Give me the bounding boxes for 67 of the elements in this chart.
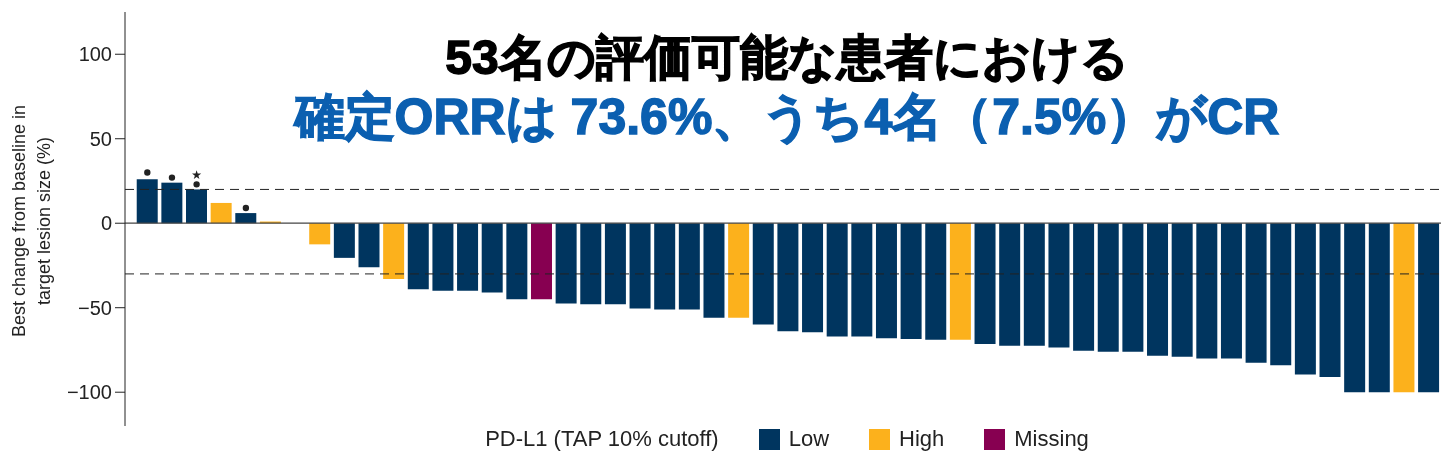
- y-tick-label: 0: [100, 212, 112, 235]
- bar: [1368, 223, 1390, 393]
- point: [168, 174, 176, 181]
- point: [144, 169, 151, 176]
- bar: [1393, 223, 1415, 393]
- bar: [1344, 223, 1366, 393]
- bar: [136, 179, 158, 224]
- bar: [432, 223, 454, 291]
- bar: [1294, 223, 1316, 375]
- y-tick-label: 100: [78, 43, 112, 66]
- bar: [875, 223, 897, 339]
- legend-title: PD-L1 (TAP 10% cutoff): [485, 426, 719, 451]
- y-tick-label: −100: [66, 381, 112, 404]
- bar: [457, 223, 479, 291]
- y-axis-title: Best change from baseline in target lesion size (%): [9, 104, 55, 338]
- point: [193, 181, 200, 188]
- legend-label: Low: [788, 426, 830, 451]
- bar: [358, 223, 380, 268]
- bar: [1023, 223, 1045, 346]
- bar: [728, 223, 750, 318]
- bar: [1147, 223, 1169, 356]
- bar: [210, 202, 232, 224]
- bar: [949, 223, 971, 340]
- bar: [1245, 223, 1267, 363]
- bar: [1319, 223, 1341, 377]
- bar: [481, 223, 503, 293]
- chart-title: 53名の評価可能な患者における: [444, 30, 1130, 86]
- bar: [678, 223, 700, 310]
- bar: [186, 189, 208, 224]
- bar: [900, 223, 922, 339]
- bar: [974, 223, 996, 345]
- text: 確定ORRは 73.6%、うち4名（7.5%）がCR: [293, 88, 1281, 147]
- bar: [580, 223, 602, 305]
- y-tick-label: 50: [89, 127, 112, 150]
- bar: [1073, 223, 1095, 351]
- bar: [530, 223, 552, 300]
- bar: [235, 213, 257, 224]
- bar: [1097, 223, 1119, 352]
- legend-label: High: [899, 426, 945, 451]
- bar: [802, 223, 824, 333]
- bar: [161, 182, 183, 224]
- bar: [1048, 223, 1070, 348]
- legend-label: Missing: [1014, 426, 1089, 451]
- bar: [752, 223, 774, 325]
- bar: [604, 223, 626, 305]
- bar: [925, 223, 947, 340]
- bar: [999, 223, 1021, 346]
- bar: [851, 223, 873, 337]
- bar: [383, 223, 405, 279]
- bar: [777, 223, 799, 332]
- bar: [1418, 223, 1440, 393]
- bar: [629, 223, 651, 309]
- bar: [703, 223, 725, 318]
- bar: [1270, 223, 1292, 366]
- point: [242, 204, 250, 212]
- bar: [333, 223, 355, 258]
- bar: [1220, 223, 1242, 359]
- bar: [309, 223, 331, 245]
- bar: [826, 223, 848, 337]
- bar: [506, 223, 528, 300]
- bar: [1122, 223, 1144, 352]
- bar: [407, 223, 429, 290]
- bar: [654, 223, 676, 310]
- bar: [555, 223, 577, 304]
- bar: [1171, 223, 1193, 357]
- y-tick-label: −50: [78, 296, 112, 319]
- bar: [1196, 223, 1218, 359]
